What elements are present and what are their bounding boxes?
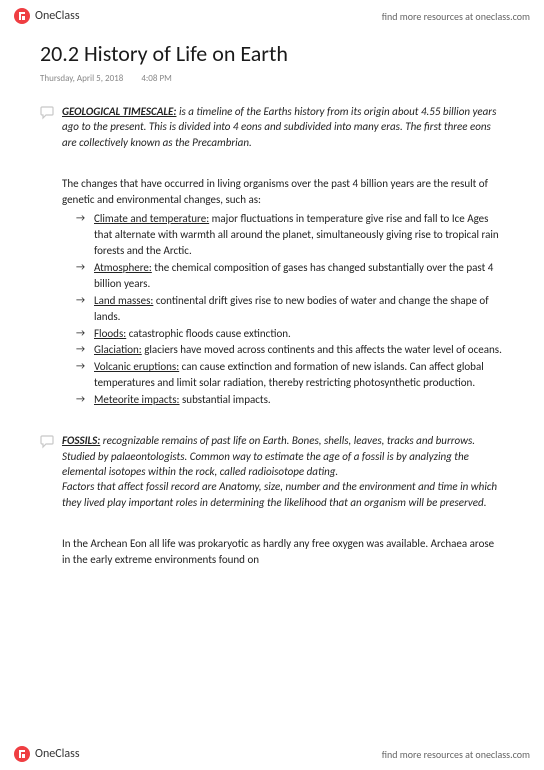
- item-label: Volcanic eruptions:: [94, 360, 179, 373]
- brand-logo[interactable]: OneClass: [14, 8, 80, 24]
- brand-name: OneClass: [35, 9, 80, 23]
- doc-meta: Thursday, April 5, 2018 4:08 PM: [40, 73, 504, 84]
- item-text: glaciers have moved across continents an…: [142, 343, 502, 356]
- document-content: 20.2 History of Life on Earth Thursday, …: [0, 28, 544, 567]
- item-label: Land masses:: [94, 294, 153, 307]
- fossils-term: FOSSILS:: [62, 434, 100, 447]
- item-label: Glaciation:: [94, 343, 142, 356]
- footer-link[interactable]: find more resources at oneclass.com: [382, 748, 530, 761]
- logo-icon: [14, 746, 30, 762]
- changes-list: Climate and temperature: major fluctuati…: [76, 211, 504, 408]
- item-label: Meteorite impacts:: [94, 393, 180, 406]
- bottom-footer: OneClass find more resources at oneclass…: [0, 742, 544, 770]
- list-item: Atmosphere: the chemical composition of …: [76, 260, 504, 292]
- list-item: Floods: catastrophic floods cause extinc…: [76, 326, 504, 342]
- speech-bubble-icon: [40, 435, 54, 454]
- header-link[interactable]: find more resources at oneclass.com: [382, 10, 530, 23]
- logo-icon: [14, 8, 30, 24]
- list-item: Climate and temperature: major fluctuati…: [76, 211, 504, 259]
- item-label: Atmosphere:: [94, 261, 152, 274]
- list-item: Land masses: continental drift gives ris…: [76, 293, 504, 325]
- top-header: OneClass find more resources at oneclass…: [0, 0, 544, 28]
- fossils-para-2: Factors that affect fossil record are An…: [62, 479, 504, 510]
- fossils-body: recognizable remains of past life on Ear…: [62, 434, 475, 478]
- closing-para: In the Archean Eon all life was prokaryo…: [62, 536, 504, 567]
- doc-time: 4:08 PM: [141, 73, 171, 84]
- section-geological: GEOLOGICAL TIMESCALE: is a timeline of t…: [40, 104, 504, 150]
- item-label: Climate and temperature:: [94, 212, 209, 225]
- item-text: catastrophic floods cause extinction.: [126, 327, 291, 340]
- item-text: substantial impacts.: [180, 393, 271, 406]
- intro-para: The changes that have occurred in living…: [62, 176, 504, 207]
- brand-name-footer: OneClass: [35, 747, 80, 761]
- geological-para: GEOLOGICAL TIMESCALE: is a timeline of t…: [62, 104, 504, 150]
- item-text: the chemical composition of gases has ch…: [94, 261, 493, 290]
- page-title: 20.2 History of Life on Earth: [40, 40, 504, 67]
- geological-term: GEOLOGICAL TIMESCALE:: [62, 105, 176, 118]
- fossils-para-1: FOSSILS: recognizable remains of past li…: [62, 433, 504, 479]
- speech-bubble-icon: [40, 106, 54, 125]
- list-item: Glaciation: glaciers have moved across c…: [76, 342, 504, 358]
- brand-logo-footer[interactable]: OneClass: [14, 746, 80, 762]
- item-label: Floods:: [94, 327, 126, 340]
- list-item: Meteorite impacts: substantial impacts.: [76, 392, 504, 408]
- list-item: Volcanic eruptions: can cause extinction…: [76, 359, 504, 391]
- doc-date: Thursday, April 5, 2018: [40, 73, 123, 84]
- section-fossils: FOSSILS: recognizable remains of past li…: [40, 433, 504, 510]
- item-text: continental drift gives rise to new bodi…: [94, 294, 489, 323]
- fossils-text: FOSSILS: recognizable remains of past li…: [62, 433, 504, 510]
